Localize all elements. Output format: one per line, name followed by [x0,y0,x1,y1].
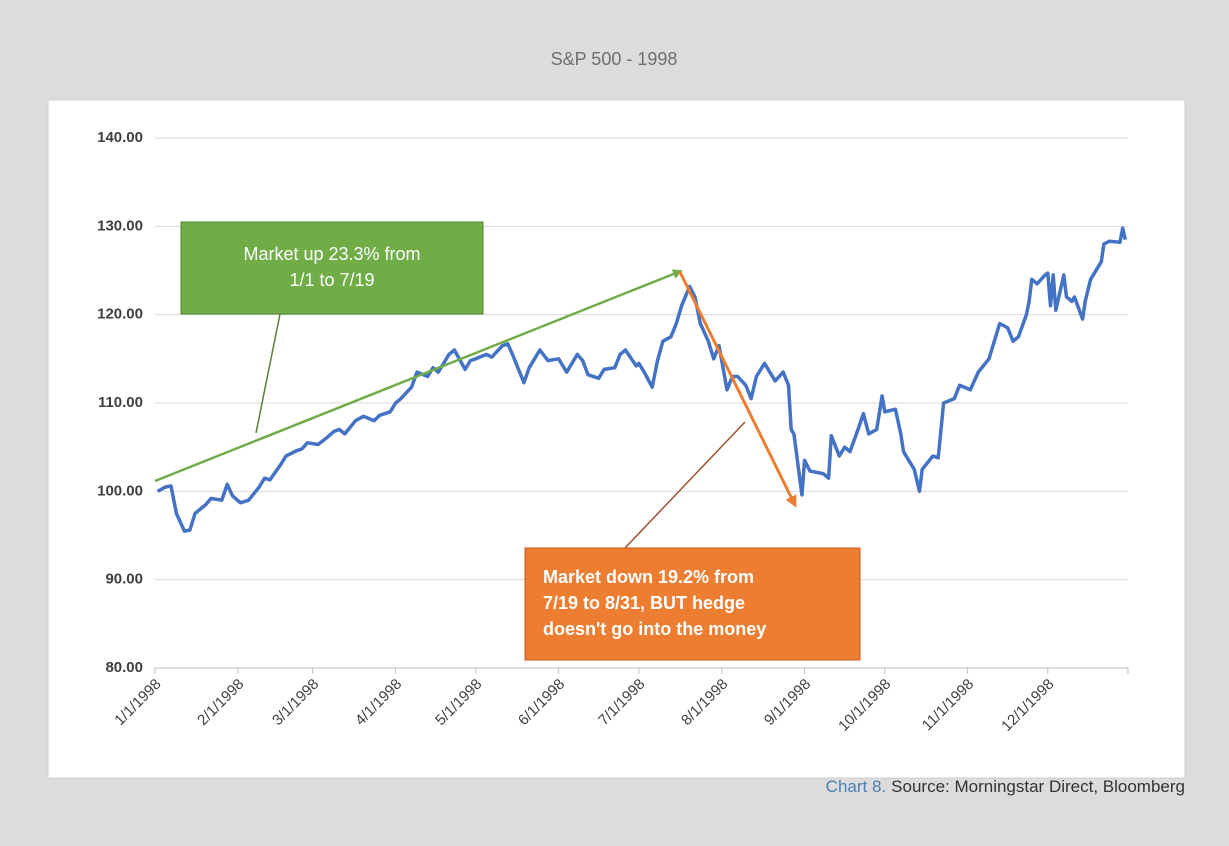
y-tick-label: 140.00 [97,129,143,146]
annotation-text: doesn't go into the money [543,619,766,639]
caption-source: Source: Morningstar Direct, Bloomberg [891,777,1185,796]
annotation-box [524,547,861,661]
data-line [156,226,1128,533]
y-tick-label: 130.00 [97,217,143,234]
annotation-text: Market up 23.3% from [243,244,420,264]
annotation-text: 1/1 to 7/19 [289,270,374,290]
y-tick-label: 80.00 [105,659,143,676]
y-tick-label: 100.00 [97,482,143,499]
caption: Chart 8. Source: Morningstar Direct, Bloo… [826,777,1185,796]
annotation-text: Market down 19.2% from [543,567,754,587]
arrow-down [678,271,797,508]
annotation-text: 7/19 to 8/31, BUT hedge [543,593,745,613]
chart-title: S&P 500 - 1998 [551,49,678,69]
annotation-box [180,221,484,315]
annotation-layer: Market up 23.3% from 1/1 to 7/19 Market do… [154,221,861,661]
y-tick-label: 120.00 [97,306,143,323]
arrow-up [154,269,683,483]
y-tick-label: 90.00 [105,571,143,588]
y-tick-label: 110.00 [98,394,143,411]
callout-pointer [624,421,746,549]
caption-label: Chart 8. [826,777,886,796]
callout-pointer [255,313,281,434]
chart-panel [47,99,1186,779]
